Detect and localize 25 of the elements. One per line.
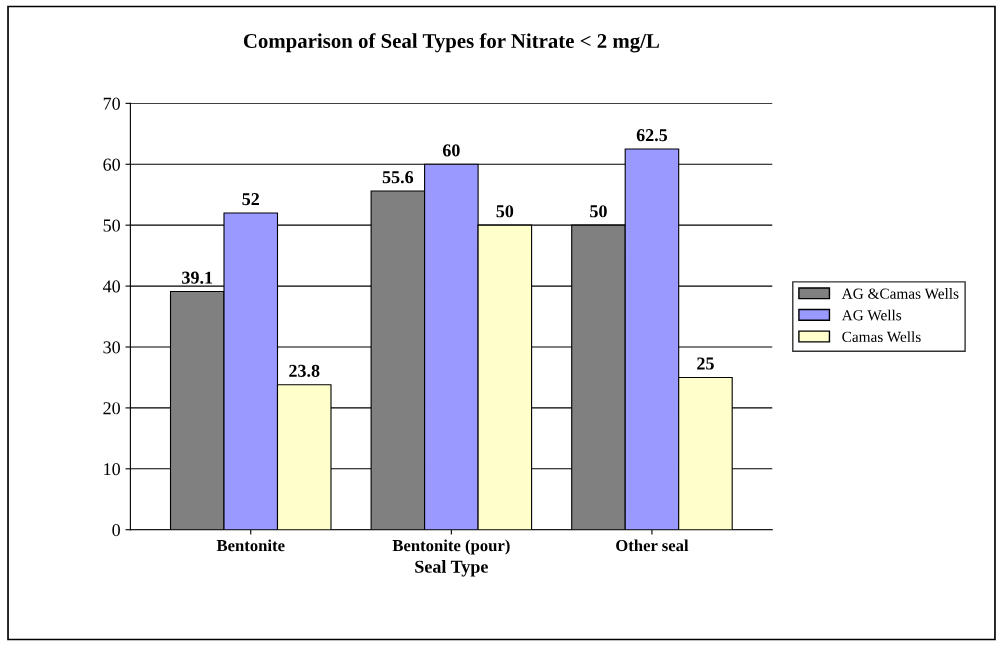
- y-tick-label: 30: [103, 341, 120, 354]
- data-label: 50: [590, 205, 607, 218]
- chart-title: Comparison of Seal Types for Nitrate < 2 mg/L: [243, 33, 659, 53]
- data-label: 50: [496, 205, 514, 218]
- x-tick-label: Bentonite: [216, 539, 285, 552]
- data-label: 39.1: [182, 271, 213, 284]
- data-label: 52: [242, 193, 259, 206]
- data-label: 62.5: [636, 129, 668, 142]
- y-tick-label: 40: [102, 280, 120, 293]
- legend-label: Camas Wells: [842, 331, 921, 343]
- y-tick-label: 0: [112, 523, 120, 537]
- y-tick-label: 50: [103, 219, 120, 232]
- legend-label: AG Wells: [841, 309, 902, 321]
- y-tick-label: 70: [103, 97, 120, 110]
- x-tick-label: Bentonite (pour): [392, 539, 510, 555]
- data-label: 23.8: [289, 364, 320, 377]
- y-tick-label: 20: [103, 402, 120, 415]
- data-label: 60: [442, 144, 460, 157]
- y-tick-label: 10: [104, 463, 120, 476]
- y-tick-label: 60: [103, 158, 120, 171]
- data-label: 55.6: [382, 171, 414, 184]
- data-label: 25: [697, 357, 714, 370]
- x-tick-label: Other seal: [616, 539, 689, 552]
- legend-label: AG &Camas Wells: [841, 288, 959, 299]
- x-axis-title: Seal Type: [415, 560, 488, 577]
